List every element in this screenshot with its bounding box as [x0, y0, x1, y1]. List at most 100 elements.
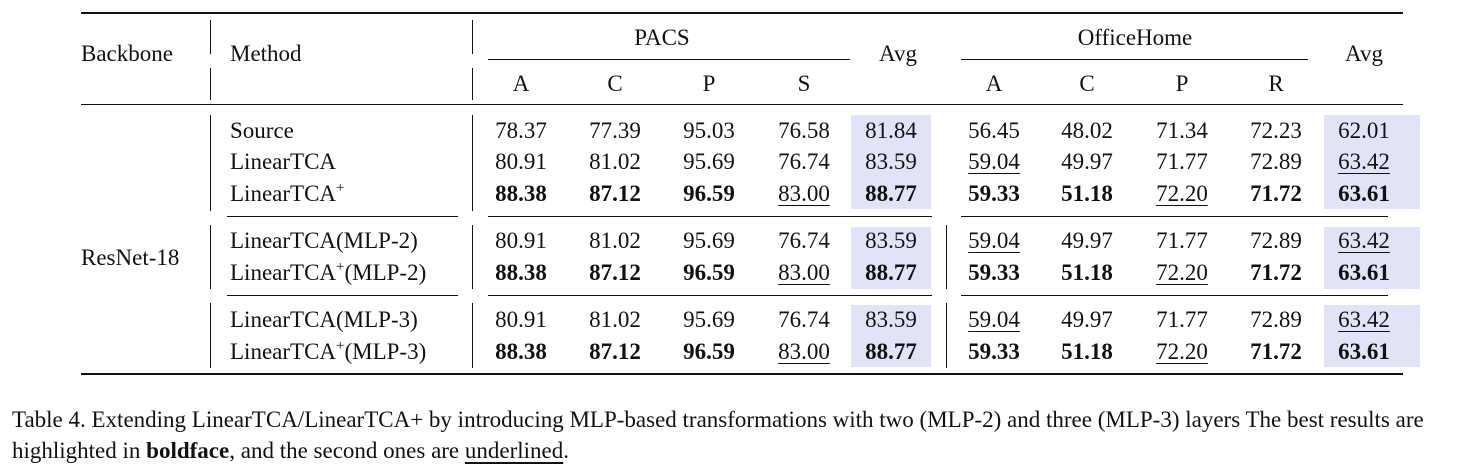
method-cell: Source: [230, 119, 294, 142]
pacs-group-rule: [488, 59, 850, 60]
header-pacs-col: C: [607, 71, 623, 96]
office-value: 59.04: [968, 149, 1020, 174]
pacs-avg-value: 83.59: [865, 228, 917, 253]
pacs-avg-value: 81.84: [865, 118, 917, 143]
method-superscript: +: [336, 338, 345, 354]
column-divider: [210, 115, 211, 211]
office-value: 71.34: [1156, 118, 1208, 143]
header-office-avg: Avg: [1345, 41, 1383, 66]
header-office-col: P: [1175, 71, 1189, 96]
caption-text-2: , and the second ones are: [229, 438, 465, 463]
header-pacs-avg: Avg: [879, 41, 917, 66]
column-divider: [210, 68, 211, 100]
office-value: 71.72: [1250, 181, 1302, 206]
pacs-value: 76.74: [778, 307, 830, 332]
bottom-rule: [81, 373, 1403, 375]
method-suffix: (MLP-2): [344, 260, 427, 285]
pacs-value: 87.12: [589, 260, 641, 285]
header-backbone: Backbone: [81, 41, 173, 66]
pacs-value: 87.12: [589, 339, 641, 364]
office-value: 59.04: [968, 228, 1020, 253]
column-divider: [472, 303, 473, 368]
caption-text-1: Table 4. Extending LinearTCA/LinearTCA+ …: [12, 407, 1424, 463]
office-avg-value: 63.61: [1338, 260, 1390, 285]
pacs-value: 96.59: [683, 260, 735, 285]
office-avg-value: 63.42: [1338, 307, 1390, 332]
header-pacs-col: S: [797, 71, 811, 96]
pacs-value: 96.59: [683, 181, 735, 206]
pacs-avg-value: 88.77: [865, 339, 917, 364]
method-name: LinearTCA: [230, 181, 337, 206]
office-value: 49.97: [1061, 307, 1113, 332]
office-value: 72.20: [1156, 339, 1208, 364]
header-rule: [81, 104, 1403, 105]
pacs-value: 81.02: [589, 149, 641, 174]
pacs-value: 88.38: [495, 339, 547, 364]
top-rule: [81, 12, 1403, 14]
office-avg-highlight: [1324, 305, 1420, 367]
block-separator-rule: [488, 295, 932, 296]
method-cell: LinearTCA(MLP-3): [230, 308, 418, 331]
pacs-value: 95.69: [683, 149, 735, 174]
method-suffix: (MLP-2): [336, 228, 418, 253]
pacs-value: 76.58: [778, 118, 830, 143]
office-value: 72.89: [1250, 149, 1302, 174]
header-office-col: C: [1079, 71, 1095, 96]
office-value: 51.18: [1061, 181, 1113, 206]
column-divider: [210, 20, 211, 54]
office-value: 71.77: [1156, 307, 1208, 332]
office-value: 72.23: [1250, 118, 1302, 143]
method-suffix: (MLP-3): [344, 339, 427, 364]
office-value: 72.89: [1250, 307, 1302, 332]
method-suffix: (MLP-3): [336, 307, 418, 332]
pacs-value: 80.91: [495, 149, 547, 174]
header-method: Method: [230, 41, 302, 66]
office-value: 49.97: [1061, 149, 1113, 174]
method-name: LinearTCA: [230, 339, 337, 364]
office-avg-value: 63.42: [1338, 149, 1390, 174]
pacs-value: 83.00: [778, 339, 830, 364]
pacs-value: 96.59: [683, 339, 735, 364]
table-caption: Table 4. Extending LinearTCA/LinearTCA+ …: [12, 404, 1472, 466]
block-separator-rule: [227, 295, 458, 296]
method-name: Source: [230, 118, 294, 143]
method-name: LinearTCA: [230, 149, 337, 174]
pacs-avg-highlight: [851, 115, 931, 209]
pacs-value: 78.37: [495, 118, 547, 143]
header-pacs-col: P: [702, 71, 716, 96]
column-divider: [946, 225, 947, 289]
office-avg-highlight: [1324, 115, 1420, 209]
pacs-value: 76.74: [778, 149, 830, 174]
method-cell: LinearTCA+: [230, 180, 345, 206]
pacs-value: 76.74: [778, 228, 830, 253]
pacs-value: 81.02: [589, 228, 641, 253]
backbone-label: ResNet-18: [81, 245, 180, 270]
column-divider: [472, 20, 473, 54]
office-value: 71.72: [1250, 339, 1302, 364]
method-superscript: +: [336, 180, 345, 196]
pacs-value: 83.00: [778, 181, 830, 206]
office-value: 59.33: [968, 181, 1020, 206]
office-avg-highlight: [1324, 227, 1420, 289]
office-value: 72.89: [1250, 228, 1302, 253]
caption-text-3: .: [563, 438, 570, 463]
column-divider: [472, 68, 473, 100]
pacs-avg-value: 83.59: [865, 149, 917, 174]
method-name: LinearTCA: [230, 260, 337, 285]
office-avg-value: 63.61: [1338, 181, 1390, 206]
pacs-value: 95.03: [683, 118, 735, 143]
method-cell: LinearTCA(MLP-2): [230, 229, 418, 252]
method-superscript: +: [336, 259, 345, 275]
column-divider: [210, 303, 211, 368]
office-value: 59.33: [968, 260, 1020, 285]
header-pacs: PACS: [634, 25, 690, 50]
pacs-value: 88.38: [495, 181, 547, 206]
office-value: 51.18: [1061, 339, 1113, 364]
block-separator-rule: [961, 216, 1388, 217]
pacs-value: 95.69: [683, 228, 735, 253]
pacs-avg-highlight: [851, 227, 931, 289]
pacs-value: 80.91: [495, 307, 547, 332]
pacs-value: 80.91: [495, 228, 547, 253]
method-cell: LinearTCA+(MLP-2): [230, 259, 427, 285]
column-divider: [210, 225, 211, 289]
